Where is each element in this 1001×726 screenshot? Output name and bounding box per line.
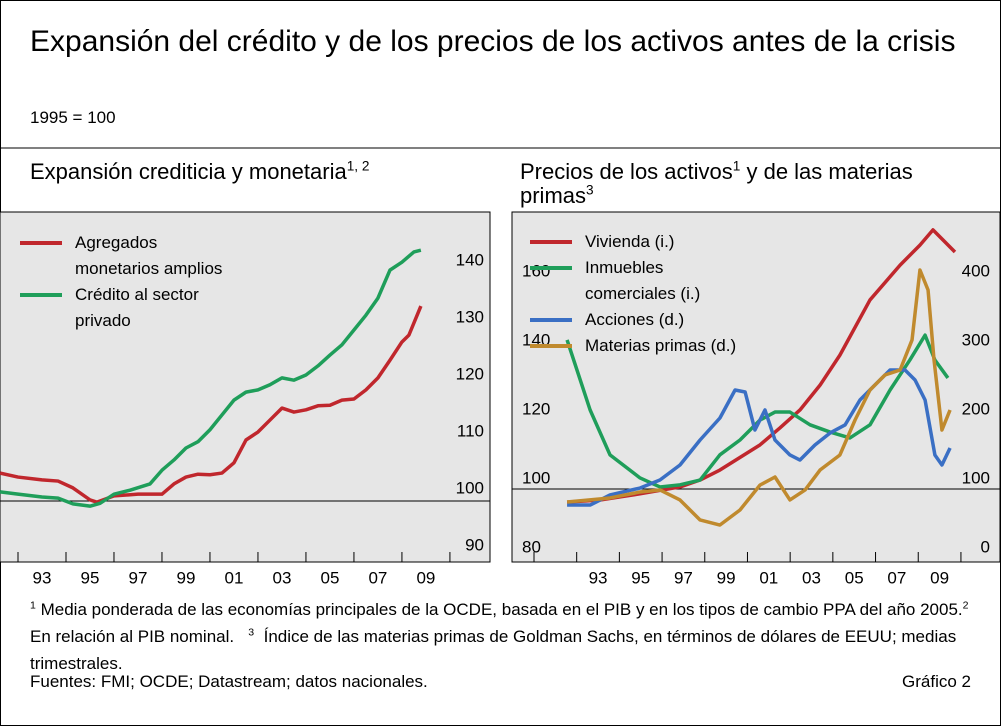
legend-swatch (530, 240, 572, 244)
legend-item: Agregados monetarios amplios (20, 230, 233, 282)
y-tick-label: 120 (522, 399, 550, 418)
series-line (0, 248, 422, 508)
x-tick-label: 95 (81, 568, 100, 587)
y-tick-label: 140 (456, 250, 484, 269)
y-tick-label: 130 (456, 307, 484, 326)
x-tick-label: 03 (802, 568, 821, 587)
panel-title-text: Precios de los activos (520, 159, 733, 184)
x-tick-label: 95 (631, 568, 650, 587)
y-tick-label: 80 (522, 537, 541, 556)
note-ref: 3 (586, 182, 594, 198)
note-text: Índice de las materias primas de Goldman… (30, 627, 957, 673)
note-mark: 3 (248, 626, 255, 639)
legend-swatch (20, 241, 62, 245)
legend-item: Inmuebles comerciales (i.) (530, 255, 743, 307)
y-tick-label: 110 (457, 421, 484, 440)
series-line (566, 268, 952, 527)
figure-subtitle: 1995 = 100 (30, 108, 116, 127)
x-tick-label: 99 (177, 568, 196, 587)
note-ref: 1, 2 (346, 158, 370, 174)
legend-item: Acciones (d.) (530, 307, 743, 333)
y2-tick-label: 300 (962, 330, 990, 349)
legend-label: Materias primas (d.) (585, 336, 737, 355)
panel-title-text: y de las materias primas (520, 159, 913, 208)
figure-label: Gráfico 2 (902, 672, 971, 691)
note-ref: 1 (732, 158, 741, 174)
y-tick-label: 100 (522, 468, 550, 487)
x-tick-label: 09 (416, 568, 435, 587)
x-tick-label: 99 (717, 568, 736, 587)
y-tick-label: 120 (456, 364, 484, 383)
legend-label: Vivienda (i.) (585, 232, 675, 251)
panel-title: Precios de los activos1 y de las materia… (520, 158, 975, 208)
x-tick-label: 01 (225, 568, 244, 587)
legend: Vivienda (i.) Inmuebles comerciales (i.) A… (530, 229, 743, 359)
y2-tick-label: 0 (981, 537, 990, 556)
x-tick-label: 97 (129, 568, 148, 587)
legend: Agregados monetarios amplios Crédito al s… (20, 230, 233, 334)
y2-tick-label: 100 (962, 468, 990, 487)
footnotes: 1 Media ponderada de las economías princ… (30, 596, 985, 677)
x-tick-label: 05 (320, 568, 339, 587)
series-line (0, 305, 423, 504)
legend-item: Materias primas (d.) (530, 333, 743, 359)
x-tick-label: 03 (272, 568, 291, 587)
x-tick-label: 07 (368, 568, 387, 587)
legend-label: Acciones (d.) (585, 310, 685, 329)
figure-title: Expansión del crédito y de los precios d… (30, 25, 956, 58)
y-tick-label: 90 (465, 535, 484, 554)
x-tick-label: 93 (589, 568, 608, 587)
panel-title-text: Expansión crediticia y monetaria (30, 159, 347, 184)
y-tick-label: 100 (456, 478, 484, 497)
legend-swatch (530, 344, 572, 348)
sources: Fuentes: FMI; OCDE; Datastream; datos na… (30, 672, 428, 691)
legend-swatch (530, 318, 572, 322)
legend-item: Crédito al sector privado (20, 282, 233, 334)
panel-title: Expansión crediticia y monetaria1, 2 (30, 158, 490, 184)
note-text: En relación al PIB nominal. (30, 627, 235, 646)
legend-item: Vivienda (i.) (530, 229, 743, 255)
x-tick-label: 93 (33, 568, 52, 587)
note-mark: 2 (962, 599, 969, 612)
note-text: Media ponderada de las economías princip… (40, 600, 963, 619)
legend-swatch (20, 293, 62, 297)
y2-tick-label: 400 (962, 261, 990, 280)
legend-label: Agregados monetarios amplios (75, 233, 223, 278)
x-tick-label: 07 (887, 568, 906, 587)
legend-swatch (530, 266, 572, 270)
x-tick-label: 05 (845, 568, 864, 587)
x-tick-label: 09 (930, 568, 949, 587)
legend-label: Inmuebles comerciales (i.) (585, 258, 701, 303)
x-tick-label: 01 (759, 568, 778, 587)
legend-label: Crédito al sector privado (75, 285, 199, 330)
note-mark: 1 (30, 599, 36, 612)
series-line (567, 368, 952, 507)
y2-tick-label: 200 (962, 399, 990, 418)
x-tick-label: 97 (674, 568, 693, 587)
